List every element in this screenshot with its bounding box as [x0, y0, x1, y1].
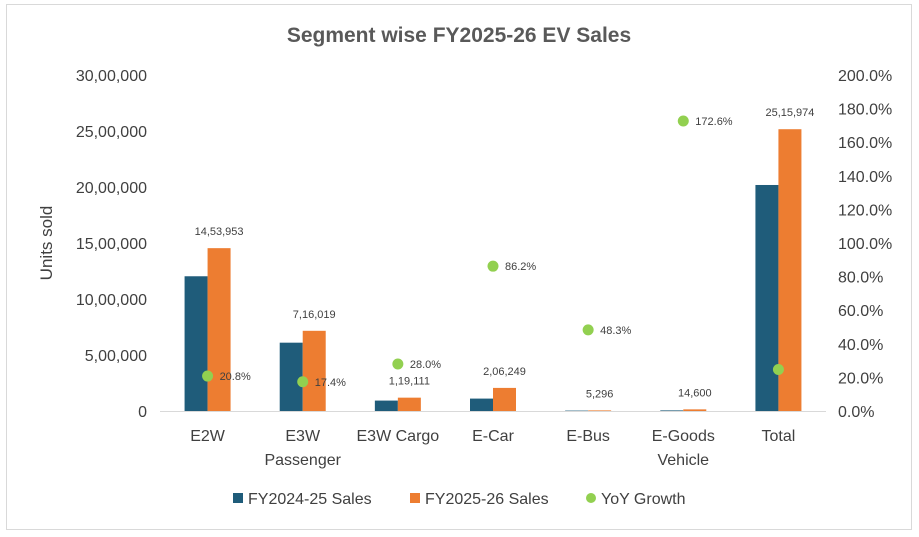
x-category-label: E2W: [190, 428, 226, 445]
y-right-tick-label: 60.0%: [838, 303, 883, 320]
bar-fy2025-26: [397, 397, 421, 411]
y-axis-label: Units sold: [37, 206, 56, 281]
bar-fy2024-25: [374, 400, 398, 411]
legend-swatch: [586, 493, 596, 503]
bar-fy2025-26: [778, 129, 802, 411]
bar-fy2024-25: [755, 184, 779, 411]
bar-data-label: 7,16,019: [293, 309, 336, 321]
legend-label: YoY Growth: [601, 491, 686, 508]
bar-data-label: 2,06,249: [483, 366, 526, 378]
legend-swatch: [410, 493, 420, 503]
y-right-tick-label: 0.0%: [838, 404, 874, 421]
y-right-tick-label: 160.0%: [838, 135, 892, 152]
legend-item: FY2024-25 Sales: [233, 491, 372, 508]
legend-item: YoY Growth: [586, 491, 686, 508]
y-left-tick-label: 15,00,000: [76, 236, 147, 253]
legend-label: FY2025-26 Sales: [425, 491, 549, 508]
bar-data-label: 14,53,953: [195, 226, 244, 238]
bar-fy2025-26: [493, 387, 516, 411]
yoy-growth-label: 86.2%: [505, 261, 536, 273]
yoy-growth-label: 172.6%: [695, 116, 733, 128]
chart-title: Segment wise FY2025-26 EV Sales: [287, 24, 631, 47]
y-right-tick-label: 100.0%: [838, 236, 892, 253]
y-left-tick-label: 10,00,000: [76, 292, 147, 309]
yoy-growth-point: [582, 324, 594, 336]
yoy-growth-label: 48.3%: [600, 325, 631, 337]
y-right-tick-label: 140.0%: [838, 169, 892, 186]
legend-item: FY2025-26 Sales: [410, 491, 549, 508]
y-left-tick-label: 30,00,000: [76, 68, 147, 85]
bar-fy2024-25: [184, 276, 208, 411]
x-category-label: E3W Cargo: [357, 428, 440, 445]
yoy-growth-point: [297, 376, 309, 388]
yoy-growth-point: [677, 115, 689, 127]
y-right-tick-label: 200.0%: [838, 68, 892, 85]
x-category-label: Vehicle: [657, 452, 709, 469]
y-left-tick-label: 25,00,000: [76, 124, 147, 141]
bar-data-label: 5,296: [586, 388, 614, 400]
x-category-label: E-Bus: [566, 428, 610, 445]
bar-fy2024-25: [660, 410, 684, 411]
x-category-label: E-Goods: [652, 428, 715, 445]
legend-label: FY2024-25 Sales: [248, 491, 372, 508]
bar-data-label: 1,19,111: [389, 376, 430, 388]
bar-fy2024-25: [470, 398, 493, 411]
y-right-tick-label: 40.0%: [838, 337, 883, 354]
y-right-tick-label: 20.0%: [838, 370, 883, 387]
bar-fy2025-26: [207, 248, 231, 411]
x-category-label: E-Car: [472, 428, 514, 445]
yoy-growth-point: [487, 260, 499, 272]
legend-swatch: [233, 493, 243, 503]
yoy-growth-label: 28.0%: [410, 359, 441, 371]
y-left-tick-label: 0: [138, 404, 147, 421]
yoy-growth-point: [202, 370, 214, 382]
y-right-tick-label: 80.0%: [838, 270, 883, 287]
bar-fy2025-26: [588, 410, 612, 411]
bar-data-label: 25,15,974: [765, 107, 814, 119]
y-right-tick-label: 180.0%: [838, 102, 892, 119]
yoy-growth-point: [392, 358, 404, 370]
x-category-label: E3W: [285, 428, 321, 445]
x-category-label: Total: [762, 428, 796, 445]
bar-fy2025-26: [683, 409, 707, 411]
y-right-tick-label: 120.0%: [838, 202, 892, 219]
yoy-growth-label: 20.8%: [220, 371, 251, 383]
y-left-tick-label: 20,00,000: [76, 180, 147, 197]
x-category-label: Passenger: [264, 452, 341, 469]
bar-fy2025-26: [302, 330, 326, 411]
bar-data-label: 14,600: [678, 387, 712, 399]
yoy-growth-label: 17.4%: [315, 377, 346, 389]
bar-fy2024-25: [279, 342, 303, 411]
yoy-growth-point: [772, 364, 784, 376]
y-left-tick-label: 5,00,000: [85, 348, 147, 365]
